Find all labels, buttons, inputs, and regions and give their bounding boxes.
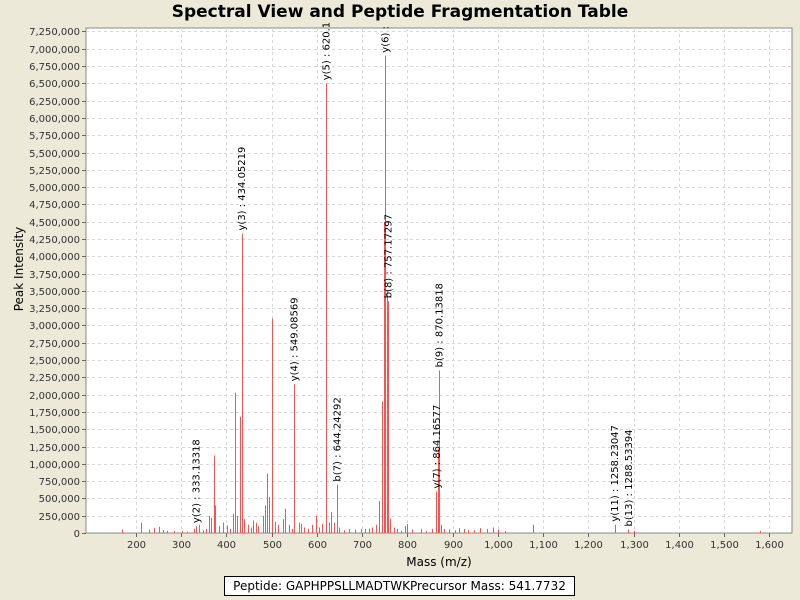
y-tick-label: 4,750,000 [29, 200, 80, 211]
x-tick-label: 1,300 [620, 540, 649, 551]
y-tick-label: 4,000,000 [29, 252, 80, 263]
y-tick-label: 5,250,000 [29, 166, 80, 177]
peak-annotation-label: y(2) : 333.13318 [192, 439, 203, 523]
peptide-label: Peptide: GAPHPPSLLMADTWK [233, 579, 410, 593]
x-tick-label: 1,500 [710, 540, 739, 551]
y-tick-label: 5,750,000 [29, 131, 80, 142]
legend-box: Peptide: GAPHPPSLLMADTWK Precursor Mass:… [224, 576, 575, 596]
y-tick-label: 5,500,000 [29, 149, 80, 160]
precursor-mass-label: Precursor Mass: 541.7732 [409, 579, 566, 593]
x-tick-label: 1,200 [574, 540, 603, 551]
x-tick-label: 300 [172, 540, 191, 551]
x-tick-label: 900 [444, 540, 463, 551]
y-tick-label: 2,500,000 [29, 356, 80, 367]
x-tick-label: 1,100 [529, 540, 558, 551]
x-tick-label: 700 [353, 540, 372, 551]
y-tick-label: 500,000 [39, 494, 80, 505]
x-tick-label: 600 [308, 540, 327, 551]
peak-annotation-label: b(8) : 757.17297 [383, 214, 394, 298]
peaks [122, 55, 761, 533]
peak-annotation-label: y(7) : 864.16577 [432, 405, 443, 489]
y-tick-label: 6,750,000 [29, 62, 80, 73]
chart-title: Spectral View and Peptide Fragmentation … [171, 2, 629, 22]
x-tick-label: 800 [398, 540, 417, 551]
x-tick-label: 1,600 [755, 540, 784, 551]
y-tick-label: 7,250,000 [29, 27, 80, 38]
x-tick-label: 500 [263, 540, 282, 551]
y-tick-label: 0 [74, 529, 80, 540]
y-tick-label: 3,000,000 [29, 321, 80, 332]
y-tick-label: 1,000,000 [29, 460, 80, 471]
peak-annotation-label: y(6) : [381, 26, 392, 53]
peak-annotations: y(2) : 333.13318 y(3) : 434.05219 y(4) : 5… [192, 22, 635, 527]
y-axis-title: Peak Intensity [12, 227, 26, 312]
x-axis-ticks: 200 300 400 500 600 700 800 900 1,000 1,100 1,200 1… [127, 533, 784, 551]
y-tick-label: 2,250,000 [29, 373, 80, 384]
peak-annotation-label: y(4) : 549.08569 [289, 297, 300, 381]
x-tick-label: 400 [217, 540, 236, 551]
y-tick-label: 7,000,000 [29, 45, 80, 56]
grid [86, 28, 792, 533]
x-tick-label: 1,000 [484, 540, 513, 551]
y-axis-ticks: 0 250,000 500,000 750,000 1,000,000 1,250,000… [29, 27, 86, 540]
x-tick-label: 1,400 [665, 540, 694, 551]
y-tick-label: 3,500,000 [29, 287, 80, 298]
y-tick-label: 6,500,000 [29, 79, 80, 90]
y-tick-label: 2,000,000 [29, 391, 80, 402]
y-tick-label: 5,000,000 [29, 183, 80, 194]
peak-annotation-label: b(7) : 644.24292 [332, 397, 343, 481]
y-tick-label: 250,000 [39, 512, 80, 523]
y-tick-label: 3,250,000 [29, 304, 80, 315]
y-tick-label: 2,750,000 [29, 339, 80, 350]
y-tick-label: 1,750,000 [29, 408, 80, 419]
y-tick-label: 1,250,000 [29, 443, 80, 454]
peak-annotation-label: b(13) : 1288.53394 [624, 429, 635, 526]
y-tick-label: 6,000,000 [29, 114, 80, 125]
peak-annotation-label: y(3) : 434.05219 [237, 147, 248, 231]
y-tick-label: 4,250,000 [29, 235, 80, 246]
y-tick-label: 3,750,000 [29, 270, 80, 281]
x-tick-label: 200 [127, 540, 146, 551]
peak-annotation-label: y(11) : 1258.23047 [610, 425, 621, 522]
peak-annotation-label: b(9) : 870.13818 [435, 283, 446, 367]
peak-annotation-label: y(5) : 620.1 [321, 22, 332, 80]
y-tick-label: 4,500,000 [29, 218, 80, 229]
y-tick-label: 1,500,000 [29, 425, 80, 436]
y-tick-label: 750,000 [39, 477, 80, 488]
y-tick-label: 6,250,000 [29, 97, 80, 108]
x-axis-title: Mass (m/z) [406, 555, 471, 569]
